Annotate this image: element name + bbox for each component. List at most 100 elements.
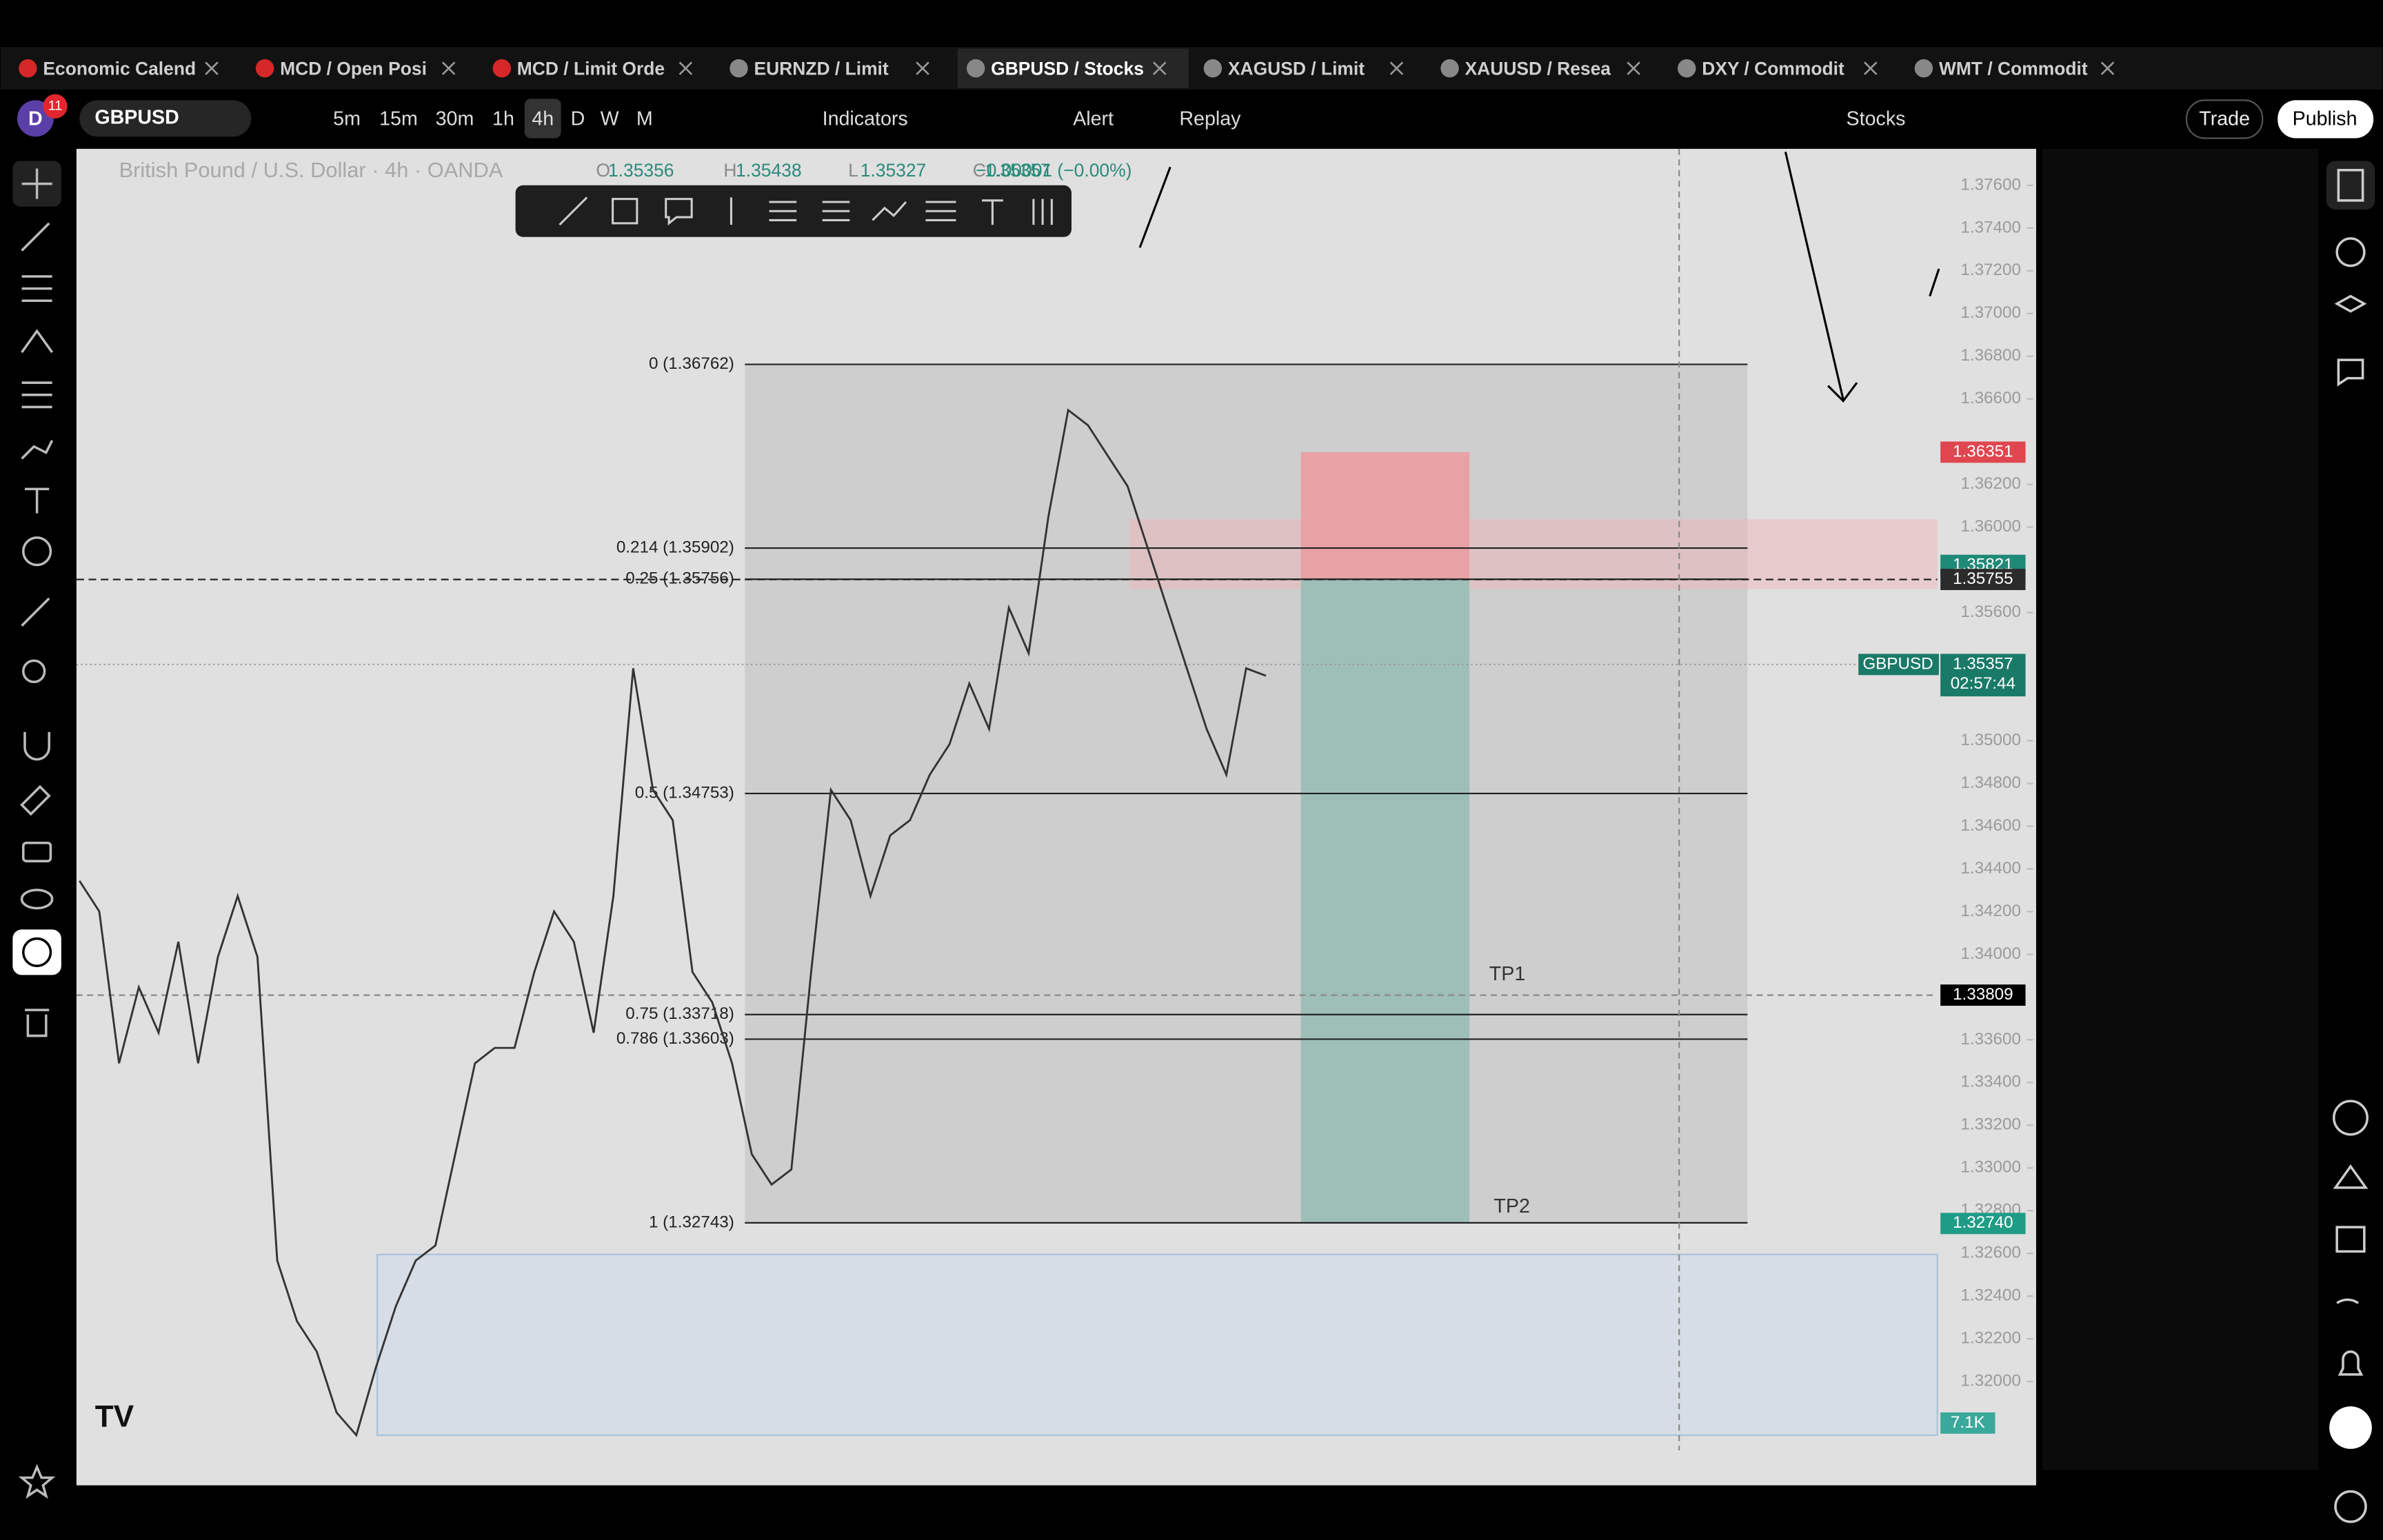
price-label-bg (1940, 984, 2026, 1006)
y-tick-label: 1.34000 (1960, 944, 2021, 963)
y-tick-label: 1.35000 (1960, 731, 2021, 749)
right-toolbar-icons (2326, 161, 2375, 1523)
replay-button: Replay (1179, 108, 1241, 130)
fib-label: 1 (1.32743) (649, 1213, 734, 1231)
y-tick-label: 1.36200 (1960, 474, 2021, 493)
tab-close[interactable] (1627, 61, 1640, 75)
y-tick-label: 1.36000 (1960, 517, 2021, 536)
y-tick-label: 1.34600 (1960, 816, 2021, 835)
publish-pill[interactable] (2278, 100, 2374, 139)
y-tick-label: 1.32400 (1960, 1286, 2021, 1305)
fib-label: 0.214 (1.35902) (616, 538, 734, 556)
y-tick-label: 1.37400 (1960, 218, 2021, 236)
interval: 1h (492, 108, 514, 130)
y-tick-label: 1.32200 (1960, 1329, 2021, 1348)
interval: 4h (532, 108, 554, 130)
tab-icon (730, 59, 748, 78)
price-label: 1.36351 (1953, 442, 2013, 460)
tab-label: XAGUSD / Limit (1228, 58, 1365, 79)
y-tick-label: 1.34200 (1960, 902, 2021, 920)
y-tick-label: 1.37600 (1960, 175, 2021, 194)
y-tick-label: 1.37200 (1960, 261, 2021, 279)
interval-active (524, 99, 561, 139)
volume-label-bg (1940, 1412, 1995, 1434)
tab-icon (1678, 59, 1696, 78)
interval: W (601, 108, 619, 130)
trade-button: Trade (2199, 108, 2250, 130)
tab-label: EURNZD / Limit (754, 58, 888, 79)
countdown: 02:57:44 (1951, 674, 2015, 693)
last-price: 1.35357 (1953, 654, 2013, 673)
tab-label: GBPUSD / Stocks (991, 58, 1144, 79)
tab-icon (1440, 59, 1459, 78)
interval: D (571, 108, 585, 130)
ohlc-key: H (723, 160, 736, 181)
interval: M (636, 108, 653, 130)
y-tick-label: 1.35600 (1960, 602, 2021, 621)
y-tick-label: 1.34400 (1960, 859, 2021, 878)
target-zone (1300, 579, 1470, 1224)
trade-pill[interactable] (2185, 99, 2264, 139)
tab-bar (0, 47, 2383, 90)
volume-pane (376, 1253, 1938, 1437)
y-tick-label: 1.33200 (1960, 1115, 2021, 1134)
tab-icon (966, 59, 985, 78)
fib-label: 0.786 (1.33603) (616, 1029, 734, 1048)
ohlc-key: L (848, 160, 858, 181)
hand-drawn-arrows (1138, 151, 1940, 403)
y-tick-label: 1.37000 (1960, 303, 2021, 322)
ohlc-key: O (596, 160, 610, 181)
tab-label: WMT / Commodit (1939, 58, 2088, 79)
price-label-bg (1940, 569, 2026, 591)
volume-label: 7.1K (1951, 1413, 1985, 1432)
avatar-letter: D (28, 108, 43, 130)
interval: 30m (436, 108, 474, 130)
price-label: 1.35755 (1953, 569, 2013, 588)
tab-close[interactable] (678, 61, 693, 75)
price-label-bg (1940, 1213, 2026, 1235)
fib-label: 0 (1.36762) (649, 354, 734, 373)
tab-close[interactable] (205, 61, 219, 75)
indicators-button: Indicators (823, 108, 908, 130)
y-tick-label: 1.33400 (1960, 1073, 2021, 1091)
y-tick-label: 1.36800 (1960, 346, 2021, 365)
alert-button: Alert (1073, 108, 1114, 130)
price-label: 1.32740 (1953, 1213, 2013, 1232)
tab-close[interactable] (2100, 61, 2115, 75)
last-symbol-bg (1858, 654, 1939, 676)
fib-label: 0.25 (1.35756) (625, 569, 734, 588)
price-label-bg (1940, 441, 2026, 463)
fib-label: 0.5 (1.34753) (635, 783, 734, 802)
annotation: TP1 (1489, 963, 1526, 985)
y-tick-label: 1.33600 (1960, 1030, 2021, 1048)
ohlc-value: 1.35356 (608, 160, 674, 181)
interval: 15m (379, 108, 418, 130)
tab-icon (255, 59, 274, 78)
ohlc-value: 1.35327 (861, 160, 927, 181)
ohlc-key: C (973, 160, 986, 181)
price-line (79, 408, 1267, 1437)
tab-icon (492, 59, 511, 78)
avatar-badge-bg (43, 94, 68, 119)
tab-label: MCD / Limit Orde (517, 58, 665, 79)
annotation: TP2 (1494, 1195, 1530, 1217)
tab-close[interactable] (1389, 61, 1404, 75)
tab-icon (19, 59, 37, 78)
symbol-search[interactable] (79, 100, 252, 137)
left-toolbar-icons (12, 161, 61, 1499)
tab-label: Economic Calend (43, 58, 196, 79)
y-tick-label: 1.33000 (1960, 1158, 2021, 1177)
tab-close[interactable] (916, 61, 929, 75)
ohlc-value: 1.35438 (736, 160, 802, 181)
tab-label: MCD / Open Posi (280, 58, 427, 79)
y-tick-label: 1.32000 (1960, 1372, 2021, 1390)
ohlc-change: −0.00001 (−0.00%) (976, 160, 1132, 181)
tab-close[interactable] (1864, 61, 1878, 75)
y-tick-label: 1.32600 (1960, 1244, 2021, 1262)
tab-icon (1203, 59, 1223, 78)
tab-close[interactable] (1152, 61, 1167, 75)
tab-close[interactable] (441, 61, 456, 75)
tab-label: XAUUSD / Resea (1465, 58, 1611, 79)
symbol: GBPUSD (94, 106, 179, 128)
